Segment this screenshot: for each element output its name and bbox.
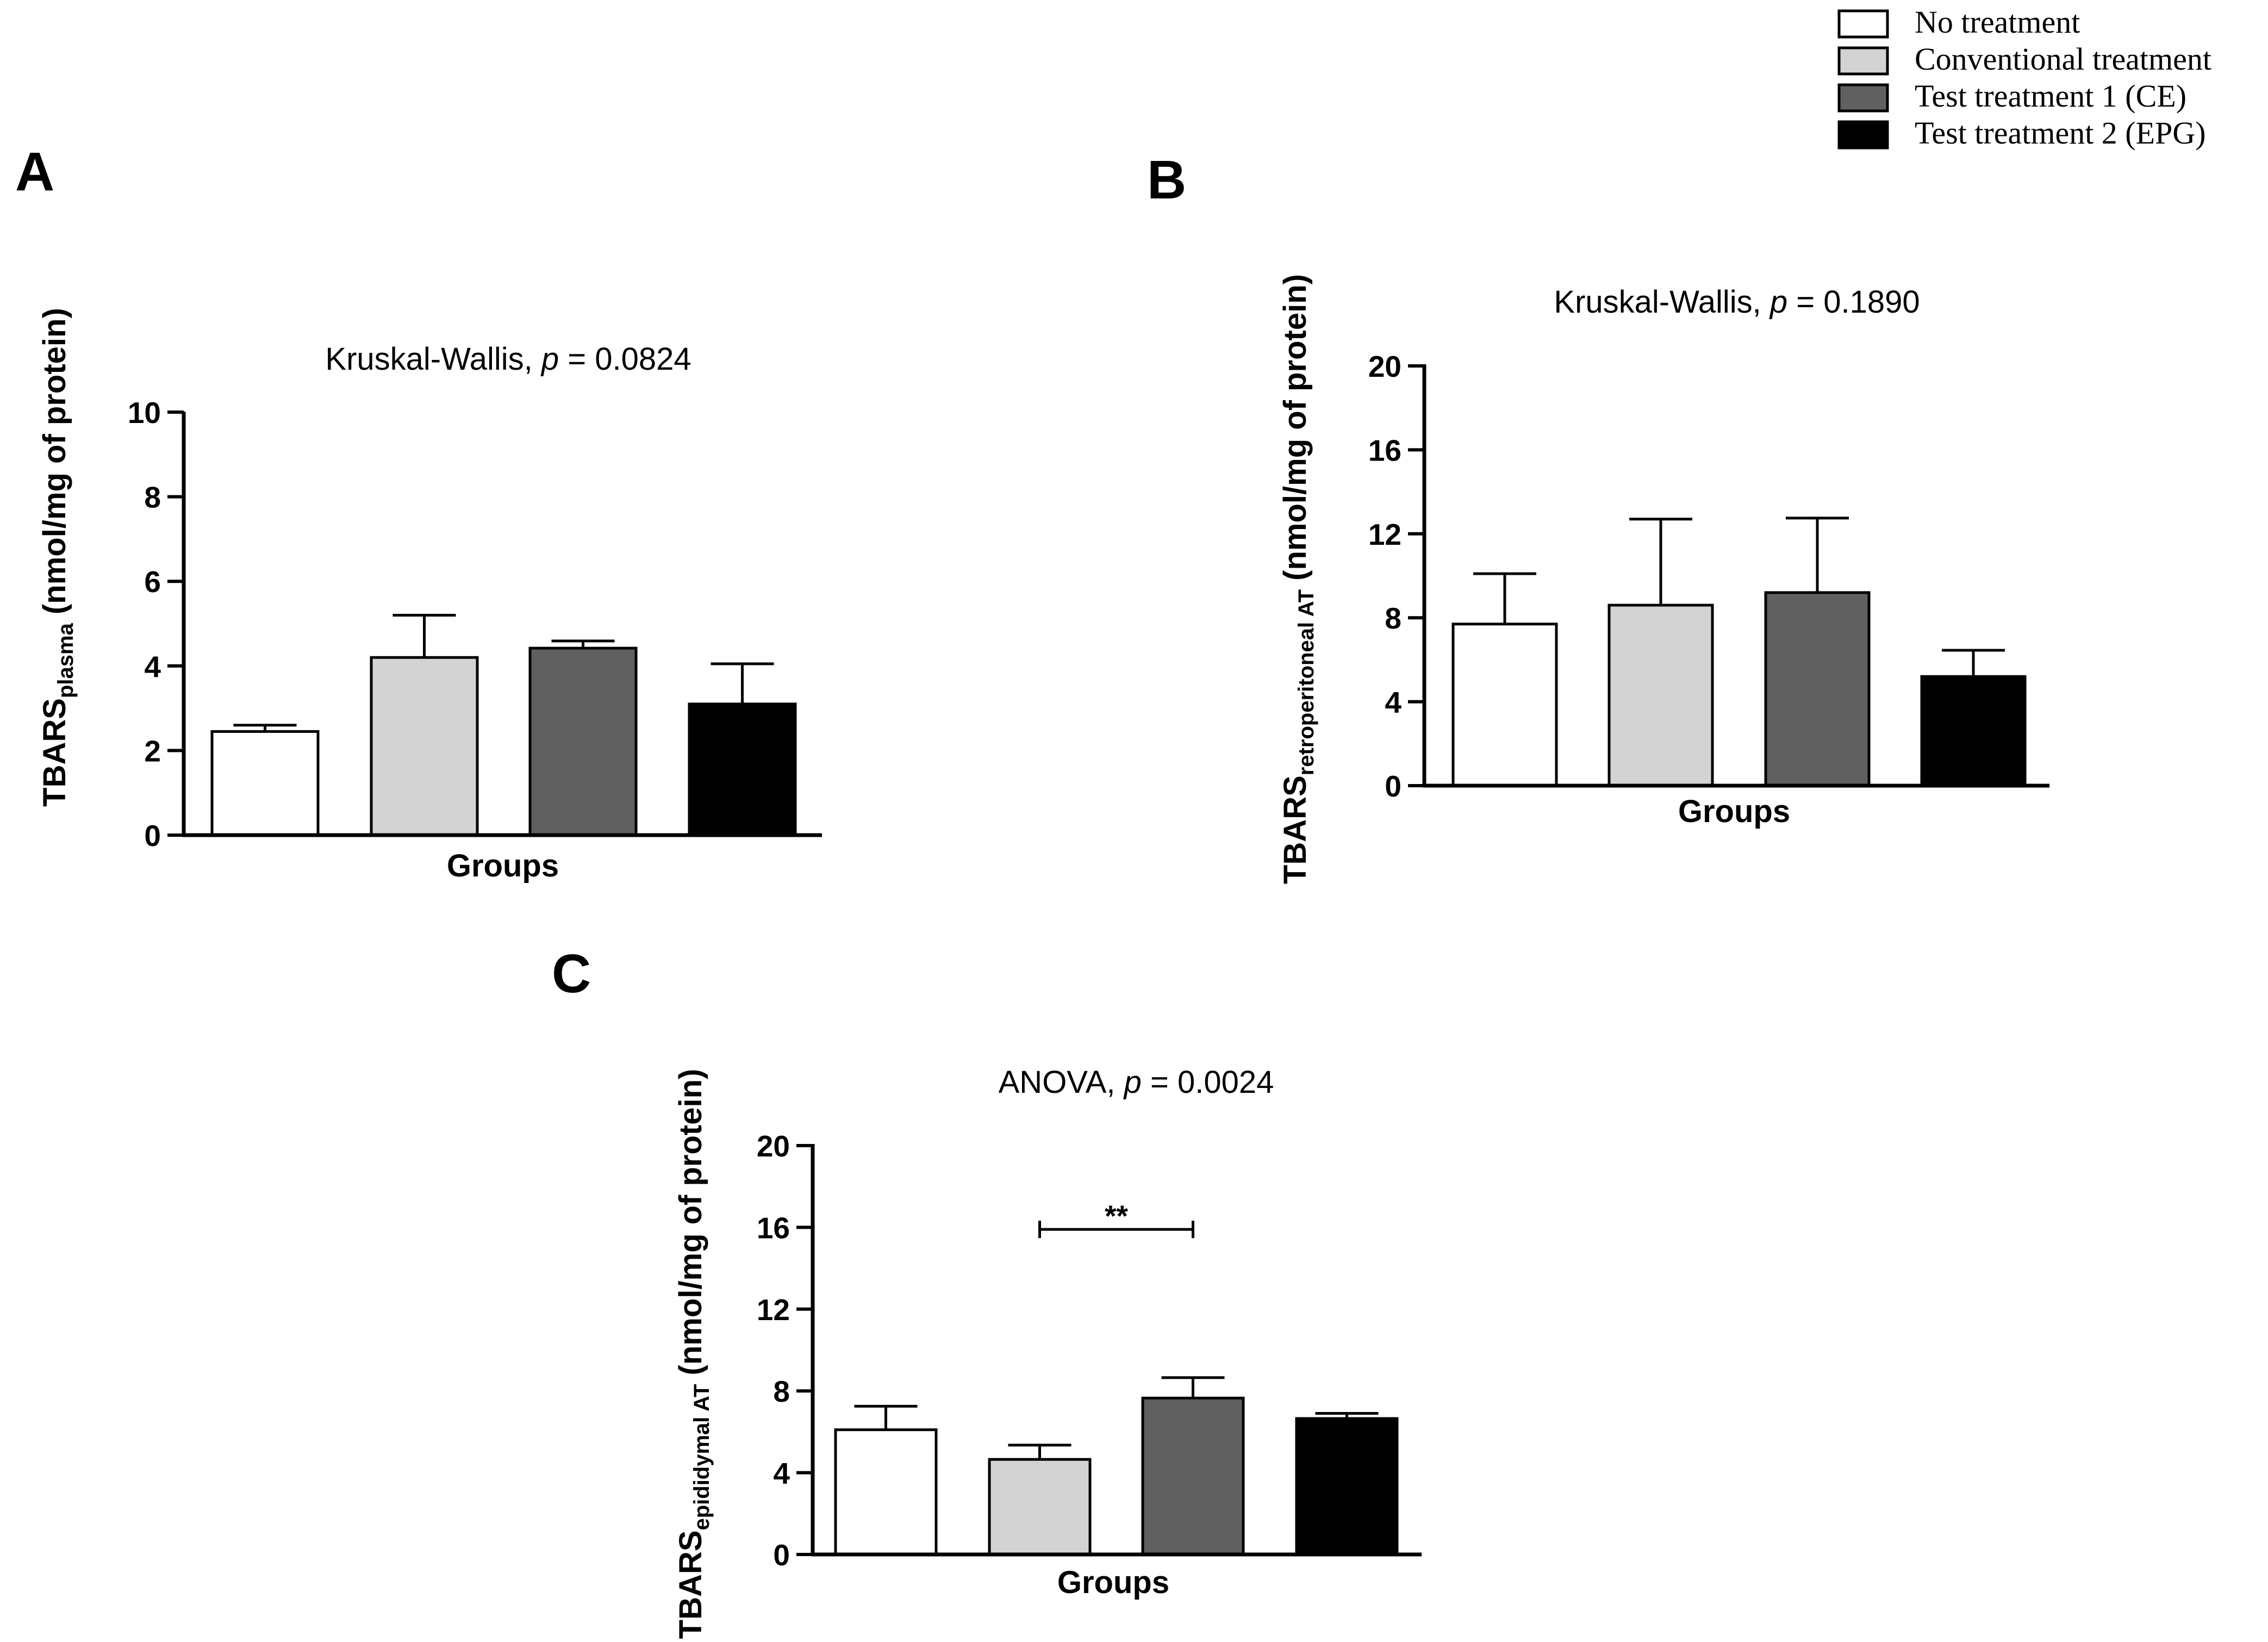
y-tick-label: 8 — [773, 1374, 790, 1408]
bar — [688, 702, 797, 837]
legend-swatch — [1837, 120, 1889, 150]
ylabel-main: TBARS — [1278, 775, 1313, 884]
y-tick-label: 20 — [757, 1129, 790, 1163]
legend-swatch — [1837, 46, 1889, 76]
bar — [370, 656, 479, 837]
bar — [528, 646, 638, 837]
ylabel-main: TBARS — [673, 1531, 708, 1639]
y-tick-label: 4 — [773, 1457, 790, 1490]
y-tick-label: 16 — [1368, 433, 1401, 467]
title-p: p — [1123, 1065, 1142, 1100]
significance-annotations: ** — [1038, 1199, 1194, 1239]
bar — [1920, 675, 2027, 787]
legend-swatch — [1837, 9, 1889, 39]
legend-label: Test treatment 2 (EPG) — [1915, 115, 2206, 151]
y-axis-label: TBARSretroperitoneal AT (nmol/mg of prot… — [1278, 274, 1318, 884]
y-tick-label: 2 — [144, 734, 161, 768]
ylabel-tail: (nmol/mg of protein) — [673, 1069, 708, 1384]
bars — [1451, 517, 2027, 787]
panel-c: C ANOVA, p = 0.0024 TBARSepididymal AT (… — [552, 943, 1422, 1639]
bar — [1764, 591, 1871, 787]
y-tick-label: 12 — [1368, 518, 1401, 551]
title-test: ANOVA, — [999, 1065, 1124, 1100]
panel-label: B — [1147, 150, 1186, 210]
x-axis-label: Groups — [1678, 794, 1790, 829]
ylabel-sub: retroperitoneal AT — [1294, 589, 1318, 775]
bar — [1141, 1396, 1245, 1556]
y-tick-label: 8 — [144, 481, 161, 514]
title-p: p — [1769, 284, 1787, 320]
title-p: p — [540, 341, 559, 377]
ylabel-sub: epididymal AT — [690, 1384, 714, 1531]
bar — [988, 1458, 1092, 1556]
ylabel-tail: (nmol/mg of protein) — [37, 308, 72, 623]
title-test: Kruskal-Wallis, — [1554, 284, 1769, 320]
y-tick-label: 16 — [757, 1211, 790, 1245]
chart-title: Kruskal-Wallis, p = 0.0824 — [325, 341, 691, 377]
title-value: = 0.0824 — [559, 341, 691, 377]
ylabel-main: TBARS — [37, 698, 72, 807]
title-test: Kruskal-Wallis, — [325, 341, 541, 377]
bar — [1451, 623, 1558, 787]
legend-label: Conventional treatment — [1915, 41, 2211, 77]
legend: No treatment Conventional treatment Test… — [1837, 4, 2211, 151]
y-axis-label: TBARSepididymal AT (nmol/mg of protein) — [673, 1069, 714, 1639]
chart-title: ANOVA, p = 0.0024 — [999, 1065, 1274, 1100]
y-ticks: 0 4 8 12 16 20 — [1368, 350, 1424, 803]
legend-label: Test treatment 1 (CE) — [1915, 78, 2186, 114]
x-axis-label: Groups — [447, 848, 559, 884]
legend-item-conventional-treatment: Conventional treatment — [1837, 41, 2211, 77]
legend-label: No treatment — [1915, 4, 2080, 40]
x-axis-label: Groups — [1057, 1565, 1169, 1600]
ylabel-tail: (nmol/mg of protein) — [1278, 274, 1313, 589]
y-tick-label: 0 — [773, 1538, 790, 1572]
legend-item-test-treatment-1: Test treatment 1 (CE) — [1837, 78, 2186, 114]
chart-title: Kruskal-Wallis, p = 0.1890 — [1554, 284, 1920, 320]
legend-item-no-treatment: No treatment — [1837, 4, 2080, 40]
y-tick-label: 4 — [1385, 686, 1401, 719]
legend-swatch — [1837, 83, 1889, 113]
y-tick-label: 6 — [144, 565, 161, 599]
significance-label: ** — [1105, 1199, 1128, 1233]
bar — [834, 1428, 938, 1556]
panel-b: B Kruskal-Wallis, p = 0.1890 TBARSretrop… — [1147, 150, 2049, 884]
y-tick-label: 0 — [144, 819, 161, 853]
y-ticks: 0 2 4 6 8 10 — [128, 396, 184, 853]
bars — [210, 613, 797, 837]
bar — [210, 730, 320, 837]
title-value: = 0.1890 — [1787, 284, 1920, 320]
panel-a: A Kruskal-Wallis, p = 0.0824 TBARSplasma… — [15, 141, 822, 884]
title-value: = 0.0024 — [1142, 1065, 1274, 1100]
y-tick-label: 0 — [1385, 769, 1401, 803]
y-tick-label: 12 — [757, 1293, 790, 1327]
y-tick-label: 4 — [144, 650, 161, 683]
bar — [1607, 604, 1714, 787]
legend-item-test-treatment-2: Test treatment 2 (EPG) — [1837, 115, 2206, 151]
bar — [1295, 1417, 1399, 1556]
y-tick-label: 8 — [1385, 601, 1401, 635]
panel-label: C — [552, 943, 591, 1004]
y-axis-label: TBARSplasma (nmol/mg of protein) — [37, 308, 78, 807]
y-tick-label: 10 — [128, 396, 161, 430]
ylabel-sub: plasma — [54, 623, 78, 698]
y-ticks: 0 4 8 12 16 20 — [757, 1129, 813, 1572]
bars — [834, 1376, 1399, 1556]
panel-label: A — [15, 141, 54, 202]
y-tick-label: 20 — [1368, 350, 1401, 383]
